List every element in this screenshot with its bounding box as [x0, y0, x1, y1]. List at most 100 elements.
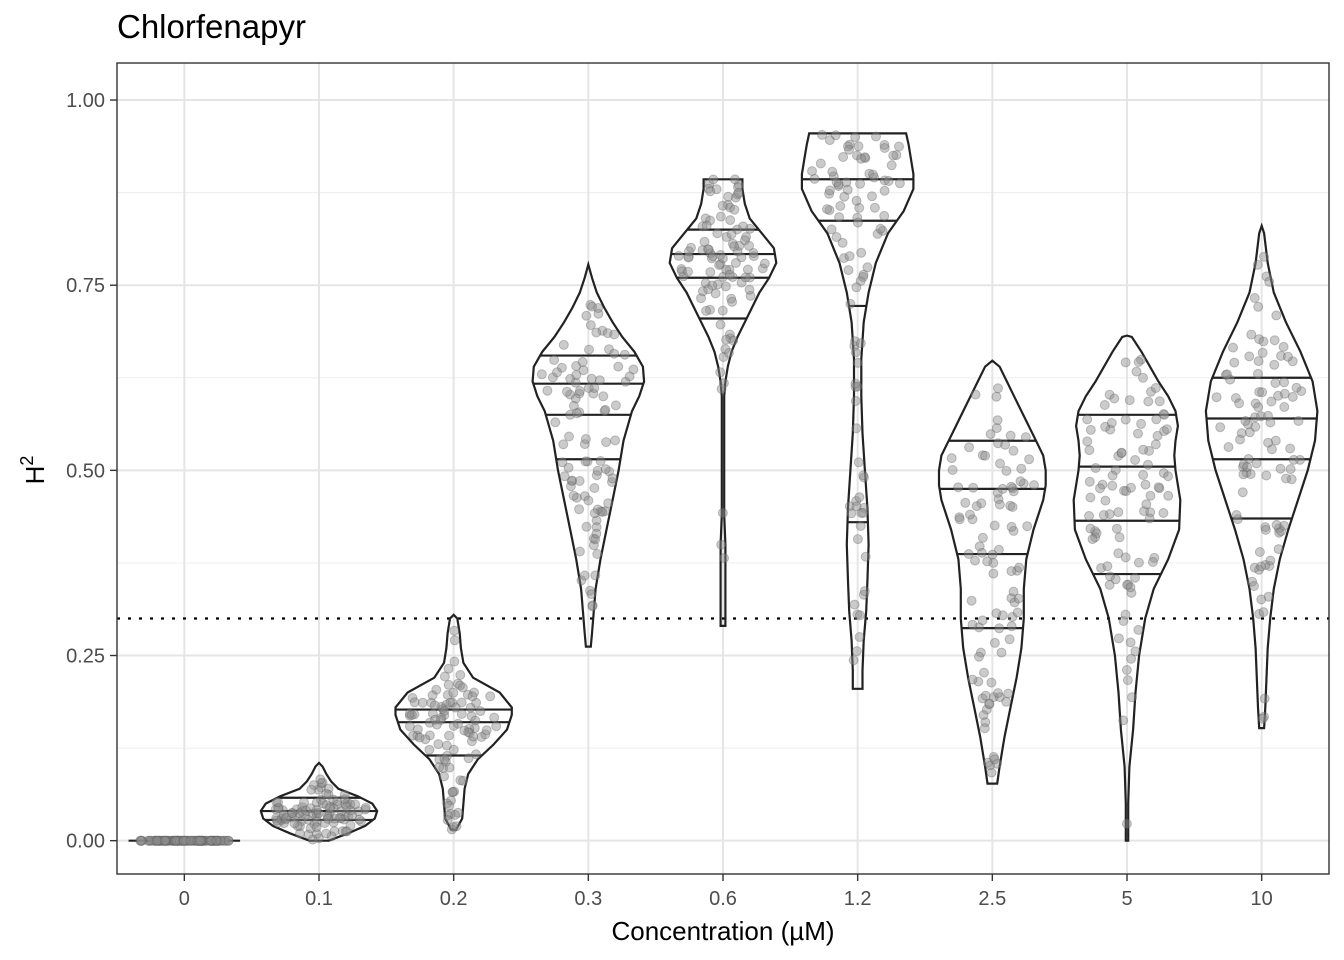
data-point — [1091, 528, 1102, 539]
data-point — [1146, 386, 1156, 397]
data-point — [851, 646, 862, 657]
data-point — [1114, 532, 1125, 543]
data-point — [580, 434, 591, 444]
data-point — [1260, 522, 1271, 533]
data-point — [1084, 476, 1095, 487]
data-point — [602, 328, 613, 339]
data-point — [205, 835, 216, 846]
data-point — [1006, 621, 1017, 632]
data-point — [579, 491, 590, 502]
data-point — [717, 507, 728, 518]
violin-layer — [128, 132, 1319, 842]
data-point — [442, 798, 453, 809]
data-point — [591, 327, 602, 338]
data-point — [854, 632, 865, 642]
data-point — [1119, 485, 1129, 496]
data-point — [1281, 473, 1291, 484]
data-point — [316, 794, 326, 805]
data-point — [290, 811, 301, 822]
data-point — [172, 835, 182, 846]
data-point — [854, 202, 865, 213]
data-point — [1238, 459, 1249, 470]
data-point — [587, 301, 597, 312]
data-point — [435, 715, 446, 725]
data-point — [591, 470, 602, 481]
data-point — [1163, 471, 1174, 482]
points-group-0.6 — [673, 174, 770, 564]
data-point — [1261, 470, 1272, 481]
data-point — [456, 709, 467, 719]
data-point — [412, 730, 423, 741]
data-point — [443, 663, 454, 674]
data-point — [568, 400, 579, 411]
data-point — [748, 248, 759, 258]
data-point — [337, 826, 348, 837]
data-point — [311, 828, 322, 839]
data-point — [566, 476, 577, 487]
data-point — [340, 799, 351, 810]
data-point — [404, 710, 415, 721]
data-point — [1234, 398, 1245, 409]
data-point — [701, 305, 712, 316]
points-group-1.2 — [807, 129, 905, 666]
data-point — [979, 723, 990, 734]
data-point — [875, 223, 886, 234]
data-point — [574, 386, 585, 396]
data-point — [1263, 437, 1274, 448]
data-point — [716, 384, 727, 394]
data-point — [205, 835, 215, 846]
data-point — [822, 204, 832, 215]
data-point — [850, 381, 861, 392]
data-point — [727, 296, 738, 307]
data-point — [705, 248, 716, 259]
data-point — [1278, 341, 1289, 352]
data-point — [558, 439, 569, 450]
data-point — [1287, 356, 1298, 367]
data-point — [867, 191, 877, 202]
data-point — [576, 575, 587, 586]
data-point — [1159, 426, 1170, 437]
data-point — [170, 835, 181, 846]
data-point — [409, 697, 420, 708]
data-point — [704, 178, 715, 189]
data-point — [1243, 419, 1253, 430]
data-point — [723, 199, 733, 210]
data-point — [858, 589, 869, 600]
data-point — [296, 816, 307, 826]
data-point — [1007, 483, 1018, 494]
violin-outline — [1204, 222, 1319, 730]
data-point — [1275, 463, 1286, 474]
data-point — [347, 810, 358, 821]
data-point — [317, 798, 328, 809]
data-point — [433, 739, 444, 750]
data-point — [894, 178, 905, 189]
data-point — [136, 835, 147, 846]
points-group-10 — [1211, 251, 1307, 724]
data-point — [604, 466, 615, 477]
data-point — [1235, 434, 1245, 445]
data-point — [1029, 480, 1039, 491]
data-point — [1104, 509, 1115, 520]
data-point — [480, 729, 491, 740]
data-point — [276, 813, 287, 824]
data-point — [574, 504, 585, 515]
data-point — [574, 476, 585, 486]
data-point — [445, 808, 456, 819]
data-point — [736, 252, 747, 263]
data-point — [598, 391, 609, 402]
data-point — [716, 539, 727, 550]
data-point — [1144, 445, 1154, 456]
data-point — [1254, 609, 1265, 619]
data-point — [585, 585, 595, 596]
data-point — [1097, 479, 1108, 490]
data-point — [321, 800, 332, 811]
data-point — [1006, 521, 1017, 532]
data-point — [734, 240, 745, 251]
data-point — [1133, 624, 1144, 635]
data-point — [844, 139, 855, 150]
data-point — [444, 800, 454, 811]
data-point — [1147, 557, 1158, 567]
points-group-5 — [1082, 354, 1174, 829]
data-point — [308, 780, 319, 791]
data-point — [726, 293, 737, 304]
